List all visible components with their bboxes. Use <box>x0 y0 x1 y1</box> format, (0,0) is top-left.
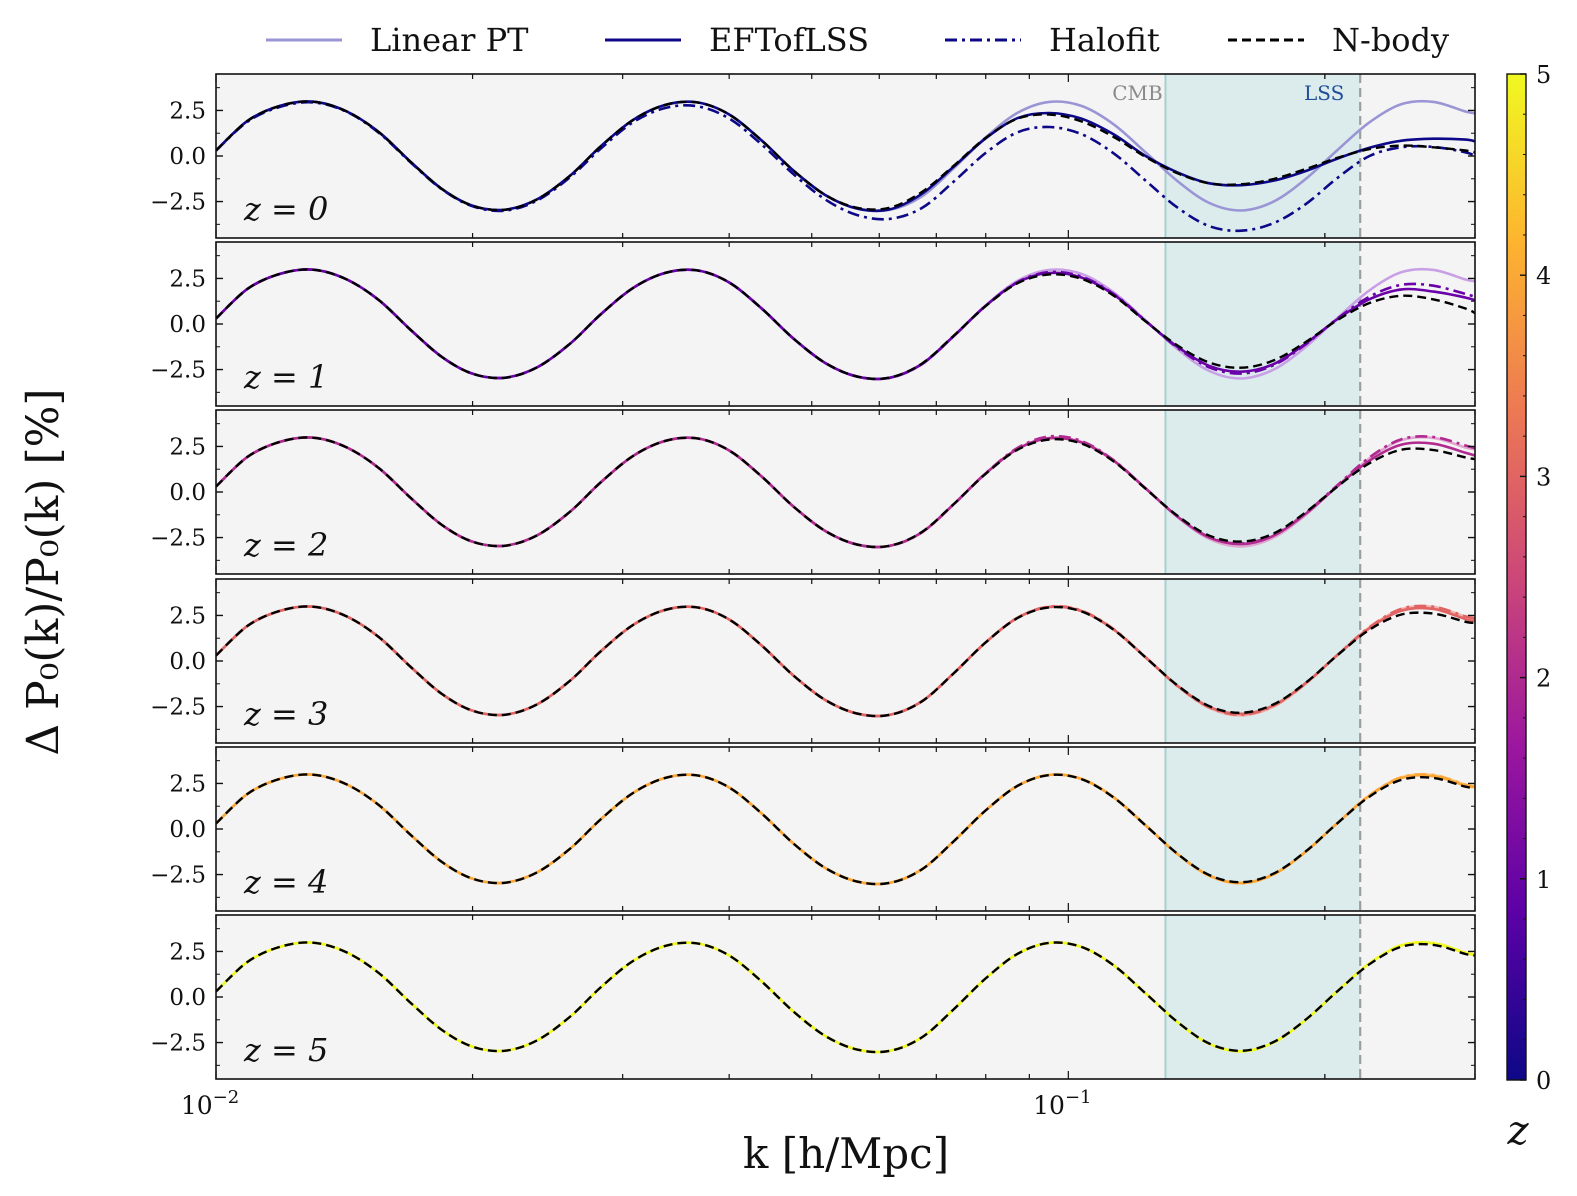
curves-z3 <box>216 604 1475 718</box>
region-lss <box>1165 410 1361 574</box>
region-cmb <box>216 242 1166 406</box>
region-outside <box>1360 915 1475 1079</box>
y-tick-label: −2.5 <box>150 695 206 721</box>
x-tick-label: 10−2 <box>181 1087 239 1120</box>
curves-z1 <box>216 267 1475 381</box>
y-tick-label: 2.5 <box>169 939 206 965</box>
x-tick-label: 10−1 <box>1033 1087 1091 1120</box>
region-outside <box>1360 579 1475 743</box>
x-tick-exponent: −2 <box>213 1087 240 1108</box>
region-outside <box>1360 242 1475 406</box>
legend-label-halofit: Halofit <box>1049 21 1160 59</box>
y-tick-label: 0.0 <box>169 480 206 506</box>
region-outside <box>1360 747 1475 911</box>
region-cmb <box>216 747 1166 911</box>
legend: Linear PT EFTofLSS Halofit N-body <box>266 21 1449 59</box>
region-cmb <box>216 579 1166 743</box>
series-nbody-z5 <box>216 941 1475 1054</box>
y-axis-label: Δ P₀(k)/P₀(k) [%] <box>18 388 69 755</box>
colorbar-tick-label: 0 <box>1536 1067 1551 1095</box>
panel-label: z = 5 <box>243 1031 328 1069</box>
colorbar-tick-label: 1 <box>1536 866 1551 894</box>
y-tick-label: 2.5 <box>169 266 206 292</box>
colorbar-tick-label: 3 <box>1536 463 1551 491</box>
region-cmb <box>216 410 1166 574</box>
y-tick-label: 2.5 <box>169 603 206 629</box>
curves-z2 <box>216 434 1475 549</box>
panel-z2: 2.5 0.0 −2.5 z = 2 <box>150 409 1476 575</box>
panel-z3: 2.5 0.0 −2.5 z = 3 <box>150 578 1476 744</box>
colorbar-gradient <box>1506 73 1527 1081</box>
panel-label: z = 1 <box>243 358 328 396</box>
region-label-lss: LSS <box>1304 81 1344 105</box>
region-cmb <box>216 915 1166 1079</box>
region-label-cmb: CMB <box>1112 81 1162 105</box>
y-tick-label: 2.5 <box>169 98 206 124</box>
x-axis-label: k [h/Mpc] <box>743 1129 949 1178</box>
legend-label-linear: Linear PT <box>370 21 529 59</box>
y-tick-label: 0.0 <box>169 312 206 338</box>
y-tick-label: 0.0 <box>169 144 206 170</box>
x-axis: 10−2 10−1 <box>181 1087 1092 1120</box>
colorbar-tick-label: 4 <box>1536 262 1551 290</box>
x-tick-exponent: −1 <box>1065 1087 1092 1108</box>
panel-label: z = 3 <box>243 695 328 733</box>
panel-z5: 2.5 0.0 −2.5 z = 5 <box>150 914 1476 1080</box>
panel-z0: CMB LSS 2.5 0.0 −2.5 z = 0 <box>150 73 1476 239</box>
series-nbody-z2 <box>216 436 1475 549</box>
legend-label-nbody: N-body <box>1332 21 1449 59</box>
legend-label-eft: EFTofLSS <box>709 21 869 59</box>
x-tick-base: 10 <box>1033 1091 1065 1120</box>
region-cmb <box>216 74 1166 238</box>
panel-label: z = 2 <box>243 526 328 564</box>
curves-z4 <box>216 772 1475 886</box>
series-nbody-z0 <box>216 100 1475 212</box>
curves-z5 <box>216 940 1475 1054</box>
panel-label: z = 4 <box>243 863 328 901</box>
y-tick-label: 2.5 <box>169 434 206 460</box>
series-nbody-z1 <box>216 268 1475 381</box>
y-tick-label: −2.5 <box>150 863 206 889</box>
region-lss <box>1165 915 1361 1079</box>
panel-z1: 2.5 0.0 −2.5 z = 1 <box>150 241 1476 407</box>
x-tick-base: 10 <box>181 1091 213 1120</box>
colorbar: 0 1 2 3 4 5 z <box>1506 61 1551 1154</box>
colorbar-label: z <box>1506 1108 1529 1154</box>
region-lss <box>1165 579 1361 743</box>
y-tick-label: −2.5 <box>150 190 206 216</box>
colorbar-tick-label: 5 <box>1536 61 1551 89</box>
panel-label: z = 0 <box>243 190 328 228</box>
y-tick-label: 2.5 <box>169 771 206 797</box>
region-outside <box>1360 410 1475 574</box>
colorbar-tick-label: 2 <box>1536 665 1551 693</box>
panel-z4: 2.5 0.0 −2.5 z = 4 <box>150 746 1476 912</box>
y-tick-label: 0.0 <box>169 817 206 843</box>
region-outside <box>1360 74 1475 238</box>
panels: CMB LSS 2.5 0.0 −2.5 z = 0 2.5 0.0 −2.5 z = 1 2.5 0… <box>150 73 1476 1080</box>
region-lss <box>1165 242 1361 406</box>
region-lss <box>1165 74 1361 238</box>
curves-z0 <box>216 99 1475 233</box>
y-tick-label: 0.0 <box>169 985 206 1011</box>
y-tick-label: −2.5 <box>150 526 206 552</box>
region-lss <box>1165 747 1361 911</box>
y-tick-label: −2.5 <box>150 1031 206 1057</box>
y-tick-label: −2.5 <box>150 358 206 384</box>
series-nbody-z3 <box>216 605 1475 718</box>
series-nbody-z4 <box>216 773 1475 886</box>
y-tick-label: 0.0 <box>169 649 206 675</box>
